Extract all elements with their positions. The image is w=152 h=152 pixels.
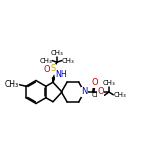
- Text: CH₃: CH₃: [114, 92, 126, 98]
- Text: CH₃: CH₃: [91, 92, 104, 98]
- Text: CH₃: CH₃: [51, 50, 63, 56]
- Text: CH₃: CH₃: [39, 58, 52, 64]
- Text: O: O: [92, 78, 98, 87]
- Text: N: N: [81, 88, 88, 97]
- Text: NH: NH: [55, 70, 67, 79]
- Text: O: O: [97, 88, 104, 97]
- Text: CH₃: CH₃: [62, 58, 75, 64]
- Text: S: S: [50, 64, 56, 73]
- Text: CH₃: CH₃: [5, 80, 19, 89]
- Text: =: =: [47, 65, 54, 74]
- Text: CH₃: CH₃: [102, 80, 115, 86]
- Text: O: O: [43, 65, 50, 74]
- Polygon shape: [52, 78, 55, 82]
